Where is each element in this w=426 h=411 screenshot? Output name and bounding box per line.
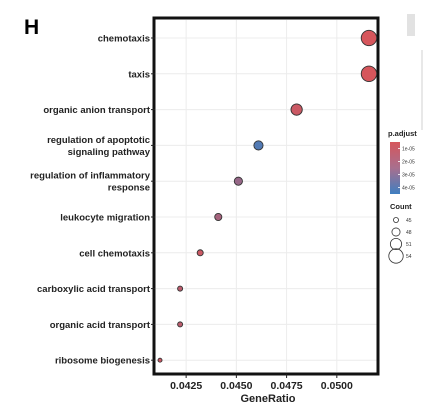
size-legend-circle — [388, 248, 404, 264]
y-tick-label: organic anion transport — [43, 105, 150, 116]
x-tick-label: 0.0500 — [321, 380, 353, 392]
data-points — [157, 29, 378, 363]
x-axis-title: GeneRatio — [240, 393, 295, 405]
y-tick-label: signaling pathway — [68, 147, 151, 158]
count-size-legend: 45 48 51 54 — [388, 217, 412, 264]
y-tick-label: regulation of apoptotic — [47, 135, 150, 146]
colorbar-label: 2e-05 — [402, 160, 415, 166]
data-point — [360, 29, 378, 47]
size-legend-circle — [391, 227, 401, 237]
colorbar-label: 3e-05 — [402, 173, 415, 179]
size-legend-label: 48 — [406, 230, 412, 236]
x-tick-label: 0.0425 — [170, 380, 202, 392]
y-tick-label: regulation of inflammatory — [30, 171, 151, 182]
y-axis-term-labels: chemotaxis taxis organic anion transport re… — [30, 34, 155, 367]
data-point — [233, 176, 243, 186]
data-point — [177, 285, 184, 292]
data-point — [157, 357, 163, 363]
y-tick-label: chemotaxis — [98, 34, 150, 45]
x-axis: 0.0425 0.0450 0.0475 0.0500 — [170, 374, 353, 392]
data-point — [360, 65, 378, 82]
scan-artifact — [407, 14, 415, 36]
colorbar-label: 1e-05 — [402, 147, 415, 153]
size-legend-label: 54 — [406, 254, 412, 260]
size-legend-label: 45 — [406, 218, 412, 224]
data-point — [177, 321, 184, 328]
p-adjust-colorbar-labels: 1e-05 2e-05 3e-05 4e-05 — [398, 147, 415, 192]
plot-panel-border — [152, 16, 380, 376]
x-tick-label: 0.0450 — [220, 380, 252, 392]
y-tick-label: taxis — [128, 69, 150, 80]
x-tick-label: 0.0475 — [271, 380, 303, 392]
p-adjust-colorbar — [390, 142, 400, 194]
y-tick-label: cell chemotaxis — [79, 248, 150, 259]
size-legend-circle — [389, 237, 403, 251]
size-legend-label: 51 — [406, 242, 412, 248]
y-tick-label: leukocyte migration — [60, 213, 150, 224]
y-tick-label: organic acid transport — [50, 320, 151, 331]
data-point — [196, 249, 204, 257]
data-point — [214, 212, 223, 222]
data-point — [253, 140, 264, 151]
panel-letter: H — [24, 16, 39, 39]
y-tick-label: carboxylic acid transport — [37, 284, 151, 295]
count-legend-title: Count — [390, 202, 412, 211]
data-point — [290, 103, 303, 116]
colorbar-label: 4e-05 — [402, 186, 415, 192]
y-tick-label: ribosome biogenesis — [55, 356, 150, 367]
y-tick-label: response — [108, 183, 150, 194]
size-legend-circle — [393, 217, 399, 223]
p-adjust-legend-title: p.adjust — [388, 129, 417, 138]
plot-grid — [156, 20, 377, 372]
